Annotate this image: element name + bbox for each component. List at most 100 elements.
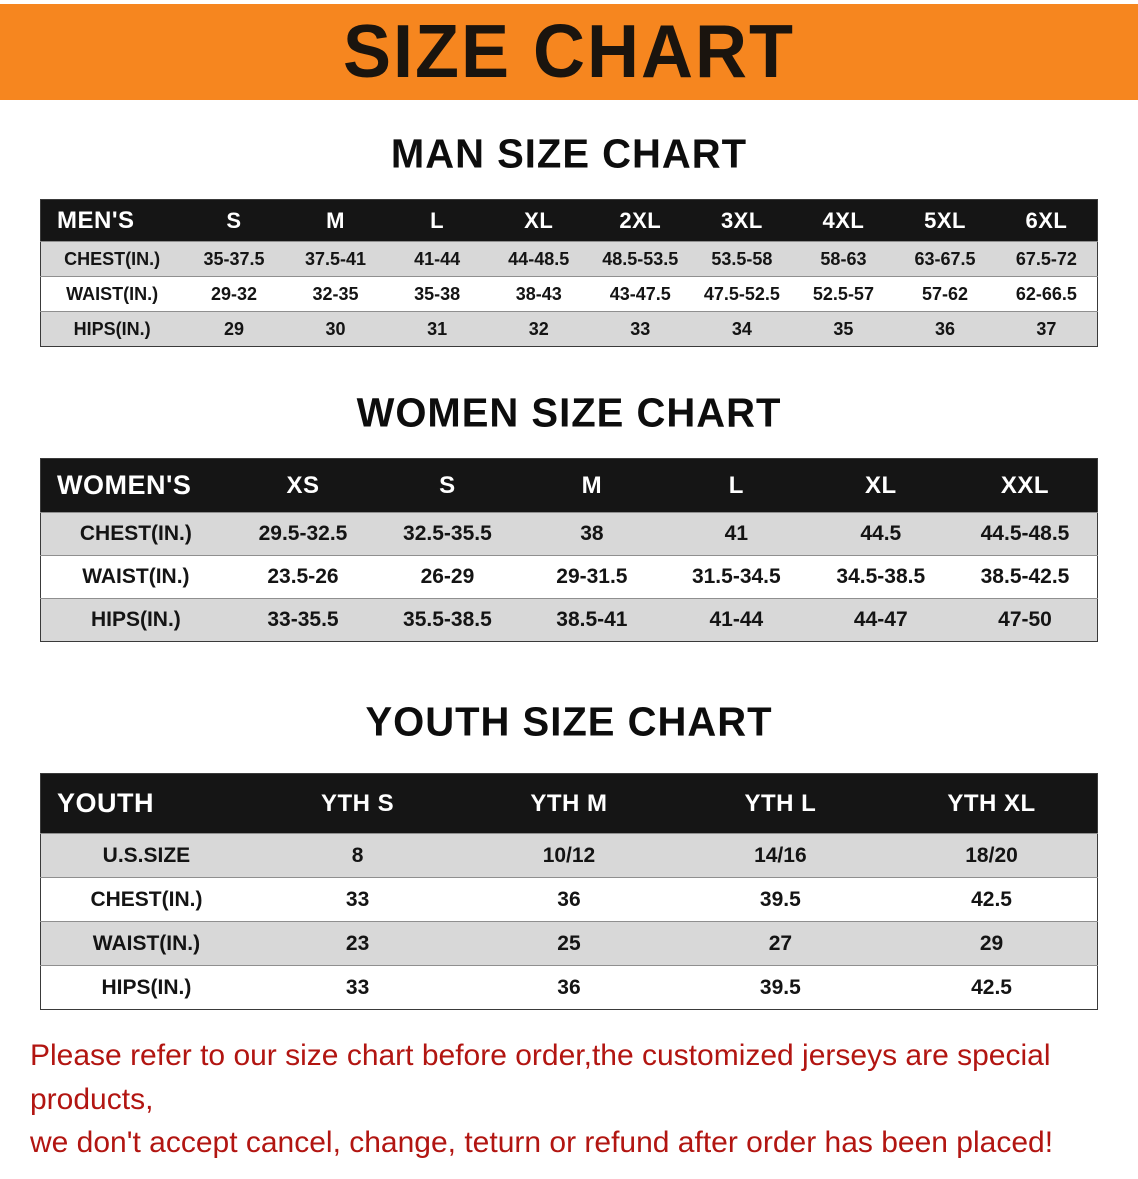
- size-value: 38-43: [515, 283, 562, 304]
- size-value: 29: [979, 931, 1004, 955]
- table-row: WAIST(IN.) 23 25 27 29: [40, 921, 1098, 966]
- size-value: 47.5-52.5: [703, 283, 780, 304]
- size-value: 29: [223, 318, 244, 339]
- size-value: 33: [630, 318, 651, 339]
- table-row: CHEST(IN.) 33 36 39.5 42.5: [40, 877, 1098, 922]
- size-value: 57-62: [922, 283, 969, 304]
- size-column-header: L: [430, 207, 445, 233]
- banner: SIZE CHART: [0, 4, 1138, 100]
- size-column-header: 6XL: [1025, 207, 1068, 233]
- size-column-header: S: [226, 207, 242, 233]
- men-table-body: CHEST(IN.) 35-37.5 37.5-41 41-44 44-48.5 48.5…: [40, 241, 1098, 347]
- size-column-header: YTH L: [744, 789, 817, 817]
- size-value: 23: [345, 931, 370, 955]
- size-value: 33: [345, 975, 370, 999]
- size-column-header: XL: [524, 207, 554, 233]
- size-column-header: S: [439, 471, 456, 499]
- row-label: HIPS(IN.): [73, 318, 151, 339]
- disclaimer: Please refer to our size chart before or…: [30, 1034, 1110, 1165]
- row-label: WAIST(IN.): [66, 283, 159, 304]
- size-value: 34.5-38.5: [836, 565, 926, 588]
- row-label: U.S.SIZE: [102, 843, 191, 867]
- size-column-header: 5XL: [924, 207, 966, 233]
- size-value: 35: [833, 318, 854, 339]
- size-value: 41-44: [709, 608, 764, 631]
- size-value: 10/12: [542, 843, 596, 867]
- size-value: 63-67.5: [914, 248, 976, 269]
- size-value: 37.5-41: [305, 248, 367, 269]
- size-value: 36: [935, 318, 956, 339]
- size-value: 44.5-48.5: [980, 522, 1070, 545]
- size-value: 23.5-26: [267, 565, 339, 588]
- table-row: CHEST(IN.) 35-37.5 37.5-41 41-44 44-48.5 48.5…: [40, 241, 1098, 277]
- size-value: 38.5-42.5: [980, 565, 1070, 588]
- row-label: HIPS(IN.): [101, 975, 192, 999]
- size-value: 29-31.5: [556, 565, 628, 588]
- size-value: 29.5-32.5: [258, 522, 348, 545]
- size-column-header: YTH S: [320, 789, 395, 817]
- size-value: 44-47: [853, 608, 908, 631]
- size-value: 43-47.5: [609, 283, 671, 304]
- size-value: 36: [557, 975, 581, 999]
- table-title-cell: YOUTH: [57, 788, 154, 818]
- size-column-header: XXL: [1000, 471, 1050, 499]
- size-value: 44.5: [860, 522, 902, 545]
- table-row: HIPS(IN.) 29 30 31 32 33 34 35 36 37: [40, 311, 1098, 347]
- size-value: 29-32: [210, 283, 257, 304]
- men-size-table: MEN'S S M L XL 2XL 3XL 4XL 5XL 6XL CHEST(IN.) 35-37…: [40, 199, 1098, 347]
- size-value: 35.5-38.5: [403, 608, 492, 631]
- women-table-body: CHEST(IN.) 29.5-32.5 32.5-35.5 38 41 44.5 44.5…: [40, 512, 1098, 642]
- row-label: CHEST(IN.): [79, 522, 192, 545]
- table-row: HIPS(IN.) 33 36 39.5 42.5: [40, 965, 1098, 1010]
- table-header-row: YOUTH YTH S YTH M YTH L YTH XL: [40, 773, 1098, 834]
- size-value: 41: [724, 522, 749, 545]
- table-row: CHEST(IN.) 29.5-32.5 32.5-35.5 38 41 44.5 44.5…: [40, 512, 1098, 556]
- table-header-row: WOMEN'S XS S M L XL XXL: [40, 458, 1098, 513]
- size-value: 25: [557, 931, 581, 955]
- men-table-head: MEN'S S M L XL 2XL 3XL 4XL 5XL 6XL: [40, 199, 1098, 242]
- women-size-chart-heading: WOMEN SIZE CHART: [356, 390, 782, 436]
- size-value: 42.5: [971, 975, 1012, 999]
- size-value: 26-29: [420, 565, 475, 588]
- women-size-table: WOMEN'S XS S M L XL XXL CHEST(IN.) 29.5-32.5 32.5…: [40, 458, 1098, 642]
- size-value: 58-63: [820, 248, 867, 269]
- table-title-cell: WOMEN'S: [57, 470, 192, 500]
- size-value: 8: [351, 843, 364, 867]
- size-value: 14/16: [754, 843, 807, 867]
- women-table-head: WOMEN'S XS S M L XL XXL: [40, 458, 1098, 513]
- table-title-cell: MEN'S: [57, 206, 135, 234]
- size-value: 35-38: [414, 283, 461, 304]
- size-value: 31.5-34.5: [691, 565, 781, 588]
- size-value: 52.5-57: [812, 283, 874, 304]
- table-header-row: MEN'S S M L XL 2XL 3XL 4XL 5XL 6XL: [40, 199, 1098, 242]
- size-value: 36: [557, 887, 581, 911]
- size-value: 32: [528, 318, 549, 339]
- size-value: 39.5: [759, 975, 801, 999]
- row-label: WAIST(IN.): [92, 931, 201, 955]
- size-value: 32.5-35.5: [403, 522, 492, 545]
- table-row: WAIST(IN.) 23.5-26 26-29 29-31.5 31.5-34.5 34…: [40, 555, 1098, 599]
- size-value: 48.5-53.5: [602, 248, 679, 269]
- disclaimer-line-1: Please refer to our size chart before or…: [30, 1039, 1051, 1116]
- section-youth: YOUTH SIZE CHART YOUTH YTH S YTH M YTH L YTH …: [0, 699, 1138, 1010]
- size-column-header: M: [581, 471, 603, 499]
- size-value: 53.5-58: [711, 248, 773, 269]
- size-value: 37: [1036, 318, 1057, 339]
- page-title: SIZE CHART: [343, 10, 795, 94]
- size-value: 34: [731, 318, 752, 339]
- size-value: 42.5: [971, 887, 1012, 911]
- size-value: 67.5-72: [1015, 248, 1077, 269]
- size-column-header: 3XL: [720, 207, 763, 233]
- size-value: 32-35: [312, 283, 359, 304]
- size-column-header: XL: [864, 471, 897, 499]
- size-value: 62-66.5: [1015, 283, 1077, 304]
- youth-table-body: U.S.SIZE 8 10/12 14/16 18/20 CHEST(IN.) 33 36 39…: [40, 833, 1098, 1010]
- size-value: 47-50: [998, 608, 1052, 631]
- size-column-header: L: [728, 471, 744, 499]
- size-value: 44-48.5: [508, 248, 570, 269]
- size-value: 38.5-41: [556, 608, 628, 631]
- table-row: U.S.SIZE 8 10/12 14/16 18/20: [40, 833, 1098, 878]
- size-value: 35-37.5: [203, 248, 265, 269]
- youth-size-table: YOUTH YTH S YTH M YTH L YTH XL U.S.SIZE 8 10/12…: [40, 773, 1098, 1010]
- size-column-header: 4XL: [822, 207, 865, 233]
